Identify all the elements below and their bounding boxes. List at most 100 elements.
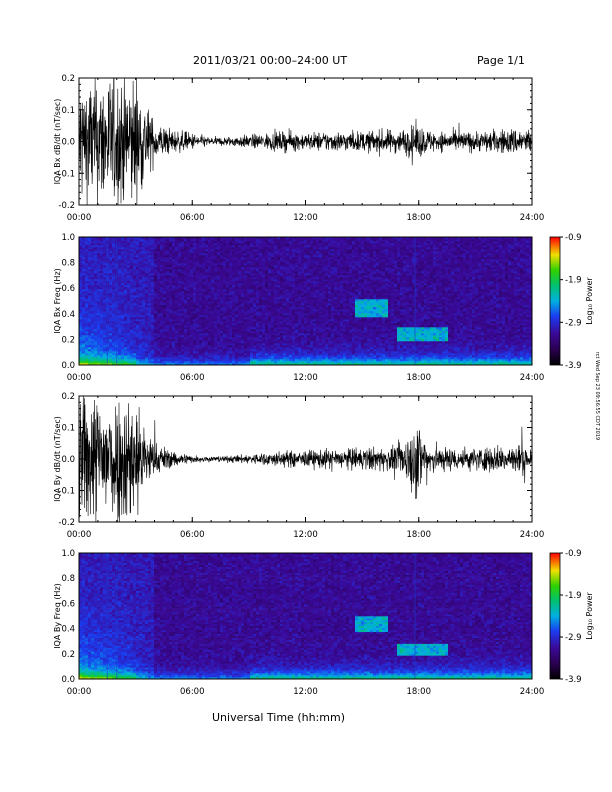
heatmap-cell	[298, 267, 301, 269]
heatmap-cell	[142, 253, 145, 255]
heatmap-cell	[271, 269, 274, 271]
heatmap-cell	[97, 321, 100, 323]
heatmap-cell	[91, 281, 94, 283]
heatmap-cell	[154, 351, 157, 353]
heatmap-cell	[265, 241, 268, 243]
heatmap-cell	[196, 313, 199, 315]
heatmap-cell	[265, 243, 268, 245]
heatmap-cell	[175, 337, 178, 339]
heatmap-cell	[148, 299, 151, 301]
heatmap-cell	[226, 321, 229, 323]
heatmap-cell	[112, 241, 115, 243]
heatmap-cell	[220, 247, 223, 249]
heatmap-cell	[211, 241, 214, 243]
heatmap-cell	[118, 313, 121, 315]
heatmap-cell	[256, 279, 259, 281]
heatmap-cell	[238, 269, 241, 271]
heatmap-cell	[85, 281, 88, 283]
heatmap-cell	[229, 281, 232, 283]
heatmap-cell	[190, 359, 193, 361]
heatmap-cell	[289, 347, 292, 349]
heatmap-cell	[118, 333, 121, 335]
heatmap-cell	[187, 275, 190, 277]
heatmap-cell	[241, 315, 244, 317]
heatmap-cell	[121, 325, 124, 327]
heatmap-cell	[247, 331, 250, 333]
heatmap-cell	[250, 315, 253, 317]
heatmap-cell	[85, 357, 88, 359]
heatmap-cell	[181, 339, 184, 341]
heatmap-cell	[208, 349, 211, 351]
heatmap-cell	[235, 335, 238, 337]
heatmap-cell	[196, 273, 199, 275]
heatmap-cell	[127, 295, 130, 297]
heatmap-cell	[160, 335, 163, 337]
heatmap-cell	[157, 249, 160, 251]
heatmap-cell	[88, 315, 91, 317]
heatmap-cell	[109, 359, 112, 361]
heatmap-cell	[253, 349, 256, 351]
heatmap-cell	[217, 243, 220, 245]
heatmap-cell	[118, 283, 121, 285]
heatmap-cell	[109, 333, 112, 335]
heatmap-cell	[223, 321, 226, 323]
heatmap-cell	[271, 291, 274, 293]
heatmap-cell	[85, 349, 88, 351]
heatmap-cell	[280, 355, 283, 357]
heatmap-cell	[109, 239, 112, 241]
heatmap-cell	[121, 353, 124, 355]
heatmap-cell	[160, 355, 163, 357]
heatmap-cell	[136, 355, 139, 357]
heatmap-cell	[184, 249, 187, 251]
heatmap-cell	[190, 277, 193, 279]
heatmap-cell	[148, 295, 151, 297]
heatmap-cell	[265, 351, 268, 353]
heatmap-cell	[154, 273, 157, 275]
heatmap-cell	[166, 271, 169, 273]
heatmap-cell	[88, 329, 91, 331]
heatmap-cell	[118, 275, 121, 277]
heatmap-cell	[172, 303, 175, 305]
heatmap-cell	[172, 357, 175, 359]
heatmap-cell	[154, 321, 157, 323]
heatmap-cell	[133, 301, 136, 303]
heatmap-cell	[235, 305, 238, 307]
heatmap-cell	[298, 355, 301, 357]
heatmap-cell	[193, 255, 196, 257]
heatmap-cell	[184, 259, 187, 261]
heatmap-cell	[244, 327, 247, 329]
heatmap-cell	[241, 325, 244, 327]
heatmap-cell	[118, 345, 121, 347]
heatmap-cell	[166, 277, 169, 279]
heatmap-cell	[283, 271, 286, 273]
heatmap-cell	[286, 281, 289, 283]
heatmap-cell	[253, 321, 256, 323]
heatmap-cell	[181, 313, 184, 315]
heatmap-cell	[286, 239, 289, 241]
heatmap-cell	[169, 353, 172, 355]
heatmap-cell	[139, 325, 142, 327]
heatmap-cell	[253, 253, 256, 255]
heatmap-cell	[124, 273, 127, 275]
heatmap-cell	[148, 259, 151, 261]
heatmap-cell	[175, 335, 178, 337]
heatmap-cell	[280, 245, 283, 247]
heatmap-cell	[274, 325, 277, 327]
heatmap-cell	[145, 309, 148, 311]
heatmap-cell	[118, 243, 121, 245]
heatmap-cell	[85, 353, 88, 355]
heatmap-cell	[193, 265, 196, 267]
heatmap-cell	[118, 249, 121, 251]
heatmap-cell	[253, 291, 256, 293]
heatmap-cell	[190, 327, 193, 329]
heatmap-cell	[211, 309, 214, 311]
heatmap-cell	[238, 309, 241, 311]
heatmap-cell	[250, 281, 253, 283]
heatmap-cell	[232, 283, 235, 285]
heatmap-cell	[157, 307, 160, 309]
heatmap-cell	[154, 319, 157, 321]
heatmap-cell	[109, 295, 112, 297]
heatmap-cell	[238, 327, 241, 329]
heatmap-cell	[265, 325, 268, 327]
